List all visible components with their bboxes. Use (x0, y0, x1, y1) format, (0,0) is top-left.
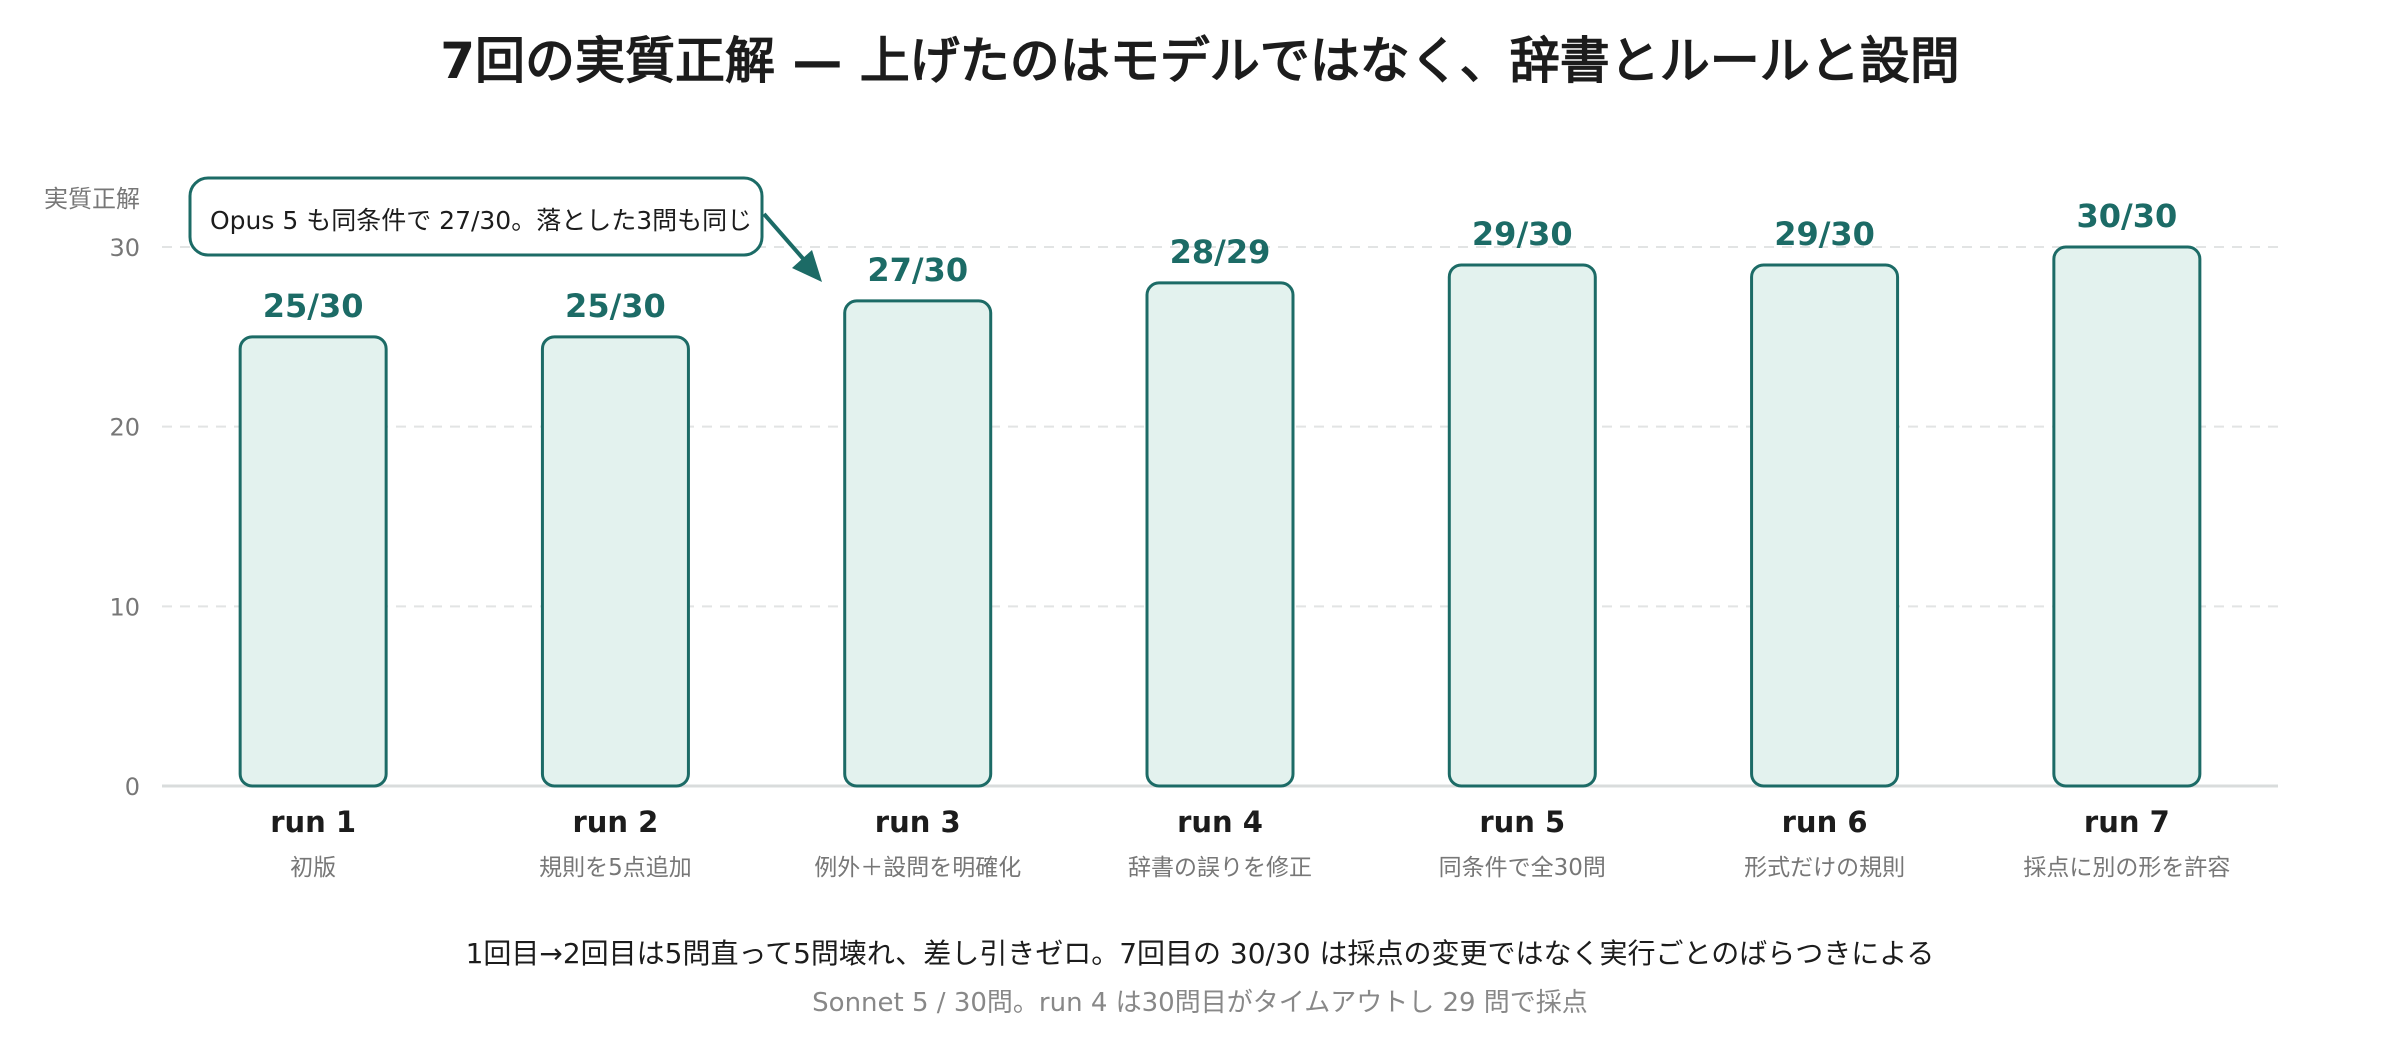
bar-group-6: 29/30 run 6 形式だけの規則 (1744, 215, 1905, 881)
x-tick-sublabel: 同条件で全30問 (1439, 855, 1606, 881)
bar (843, 299, 993, 788)
data-label: 28/29 (1170, 233, 1271, 271)
x-tick-label: run 5 (1479, 805, 1565, 839)
bar-group-1: 25/30 run 1 初版 (238, 287, 388, 881)
bar (1145, 281, 1295, 788)
x-tick-label: run 4 (1177, 805, 1263, 839)
x-tick-sublabel: 形式だけの規則 (1744, 855, 1905, 881)
bar (2052, 245, 2202, 788)
data-label: 29/30 (1472, 215, 1573, 253)
chart-title: 7回の実質正解 — 上げたのはモデルではなく、辞書とルールと設問 (440, 32, 1960, 90)
data-label: 27/30 (867, 251, 968, 289)
bar (1447, 263, 1597, 788)
x-tick-sublabel: 辞書の誤りを修正 (1128, 855, 1312, 881)
x-tick-sublabel: 例外＋設問を明確化 (814, 855, 1021, 881)
bar (1750, 263, 1900, 788)
x-tick-label: run 2 (572, 805, 658, 839)
data-label: 25/30 (565, 287, 666, 325)
callout-text: Opus 5 も同条件で 27/30。落とした3問も同じ (210, 206, 752, 235)
y-axis-ticks: 0 10 20 30 (109, 234, 140, 801)
data-label: 25/30 (263, 287, 364, 325)
annotation-callout: Opus 5 も同条件で 27/30。落とした3問も同じ (188, 176, 822, 282)
x-tick-label: run 6 (1782, 805, 1868, 839)
bar-group-3: 27/30 run 3 例外＋設問を明確化 (814, 251, 1021, 881)
chart-source-note: Sonnet 5 / 30問。run 4 は30問目がタイムアウトし 29 問で… (812, 988, 1588, 1018)
y-tick-label: 20 (109, 414, 140, 442)
data-label: 29/30 (1774, 215, 1875, 253)
x-tick-label: run 3 (875, 805, 961, 839)
callout-arrow-icon (762, 212, 808, 264)
y-tick-label: 30 (109, 234, 140, 262)
x-tick-label: run 1 (270, 805, 356, 839)
callout-arrowhead-icon (792, 250, 822, 282)
bars: 25/30 run 1 初版 25/30 run 2 規則を5点追加 27/30 run 3 例… (238, 197, 2230, 881)
y-tick-label: 10 (109, 593, 140, 621)
x-tick-label: run 7 (2084, 805, 2170, 839)
bar-group-2: 25/30 run 2 規則を5点追加 (539, 287, 692, 881)
data-label: 30/30 (2076, 197, 2177, 235)
x-tick-sublabel: 採点に別の形を許容 (2023, 855, 2230, 881)
x-tick-sublabel: 規則を5点追加 (539, 855, 692, 881)
chart-footnote: 1回目→2回目は5問直って5問壊れ、差し引きゼロ。7回目の 30/30 は採点の… (466, 937, 1935, 970)
bar-group-7: 30/30 run 7 採点に別の形を許容 (2023, 197, 2230, 881)
callout-box (188, 176, 764, 257)
bar (238, 335, 388, 788)
y-axis-label: 実質正解 (44, 185, 140, 213)
bar (540, 335, 690, 788)
bar-group-5: 29/30 run 5 同条件で全30問 (1439, 215, 1606, 881)
bar-group-4: 28/29 run 4 辞書の誤りを修正 (1128, 233, 1312, 881)
x-tick-sublabel: 初版 (290, 855, 336, 881)
y-tick-label: 0 (125, 773, 140, 801)
